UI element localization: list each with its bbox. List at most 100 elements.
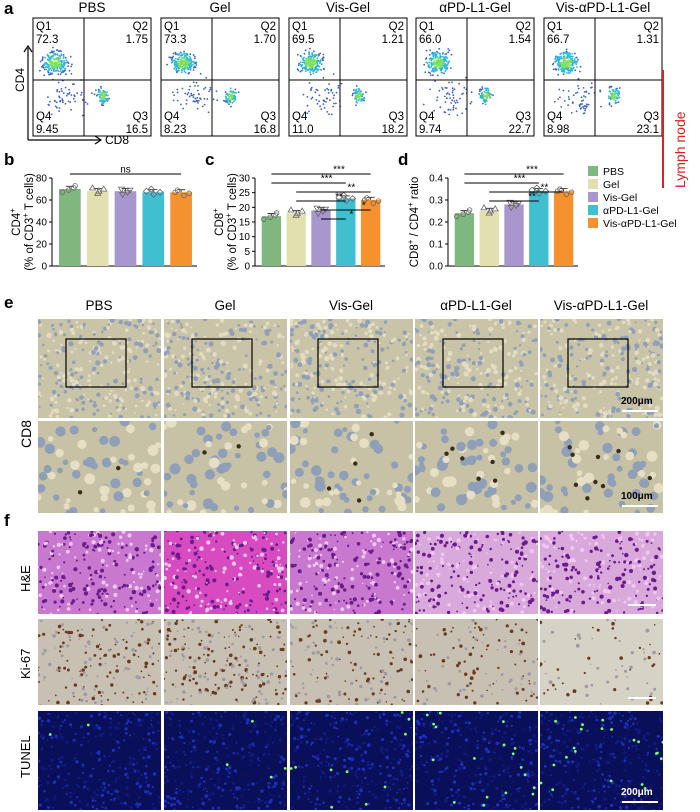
flow-dot (430, 59, 433, 62)
flow-dot (430, 62, 433, 65)
legend-label: PBS (603, 166, 624, 178)
flow-dot (446, 66, 449, 69)
flow-dot (487, 89, 490, 92)
flow-dot (309, 73, 312, 76)
flow-dot (181, 54, 184, 56)
flow-dot (54, 70, 57, 72)
flow-dot (428, 61, 431, 64)
flow-dot (195, 99, 198, 102)
scale-bar-f-0 (628, 604, 656, 606)
flow-dot (569, 61, 571, 63)
flow-dot (232, 98, 235, 100)
flow-dot (439, 58, 442, 61)
flow-dot (176, 91, 179, 94)
flow-dot (104, 97, 107, 100)
q1-label: Q1 (547, 21, 562, 33)
flow-dot (304, 70, 307, 72)
flow-dot (71, 63, 73, 66)
data-point (88, 184, 97, 191)
flow-dot (443, 72, 445, 75)
flow-dot (325, 97, 328, 100)
flow-dot (422, 103, 425, 106)
flow-dot (432, 61, 434, 64)
data-point (460, 211, 466, 217)
flow-dot (186, 54, 189, 57)
q4-label: Q4 (36, 111, 52, 123)
flow-dot (439, 56, 442, 59)
q4-label: Q4 (547, 111, 563, 123)
q4-value: 11.0 (292, 124, 314, 136)
flow-dot (478, 93, 481, 95)
flow-dot (558, 57, 561, 60)
data-point (174, 187, 181, 193)
flow-dot (432, 69, 435, 72)
flow-dot (427, 71, 430, 74)
bar-1 (479, 211, 499, 266)
flow-dot (62, 65, 65, 68)
flow-dot (171, 59, 173, 62)
flow-dot (565, 48, 568, 51)
q4-value: 8.98 (547, 124, 569, 136)
flow-dot (178, 69, 180, 72)
flow-dot (180, 71, 183, 74)
q1-label: Q1 (164, 21, 179, 33)
ki67-row-label: Ki-67 (18, 648, 33, 679)
flow-dot (186, 52, 188, 55)
flow-dot (429, 49, 431, 52)
flow-dot (580, 107, 582, 109)
flow-dot (185, 63, 188, 66)
flow-dot (184, 92, 187, 95)
bar-1 (86, 191, 109, 266)
data-point (298, 207, 306, 214)
q1-value: 72.3 (36, 34, 58, 46)
flow-dot (423, 63, 426, 66)
flow-dot (305, 64, 308, 67)
flow-dot (560, 106, 563, 108)
tunel-row-label: TUNEL (18, 735, 33, 778)
cd8-overview-0 (38, 319, 161, 418)
flow-dot (50, 113, 53, 116)
flow-dot (184, 58, 187, 60)
flow-dot (436, 69, 438, 72)
cd8-overview-1 (164, 319, 287, 418)
flow-dot (67, 100, 70, 103)
flow-dot (470, 101, 473, 103)
flow-dot (584, 96, 587, 98)
flow-dot (584, 105, 587, 107)
flow-dot (311, 63, 313, 66)
data-point (563, 191, 570, 198)
flow-dot (47, 96, 49, 98)
flow-dot (84, 101, 87, 104)
flow-dot (59, 57, 62, 59)
flow-dot (446, 97, 448, 100)
flow-dot (586, 103, 588, 106)
flow-dot (359, 95, 362, 98)
flow-dot (314, 91, 317, 94)
flow-dot (42, 64, 45, 66)
flow-dot (329, 99, 331, 102)
flow-dot (193, 61, 196, 64)
flow-dot (229, 101, 231, 103)
flow-dot (60, 71, 63, 74)
flow-dot (299, 70, 302, 73)
flow-dot (311, 96, 314, 99)
y-tick-label: 20 (239, 203, 251, 214)
flow-dot (194, 97, 197, 100)
flow-dot (565, 64, 568, 67)
flow-dot (337, 84, 340, 87)
flow-dot (481, 88, 484, 90)
flow-dot (618, 96, 621, 99)
flow-dot (199, 72, 202, 75)
legend-label: Vis-Gel (603, 192, 637, 204)
flow-dot (453, 88, 456, 91)
flow-dot (309, 69, 312, 71)
flow-dot (328, 83, 330, 85)
flow-dot (429, 88, 431, 91)
zoom-box (567, 338, 629, 388)
flow-dot (461, 93, 463, 95)
flow-dot (97, 91, 100, 93)
flow-dot (49, 60, 51, 62)
flow-dot (58, 60, 61, 62)
flow-dot (610, 85, 613, 88)
data-point (568, 189, 575, 195)
